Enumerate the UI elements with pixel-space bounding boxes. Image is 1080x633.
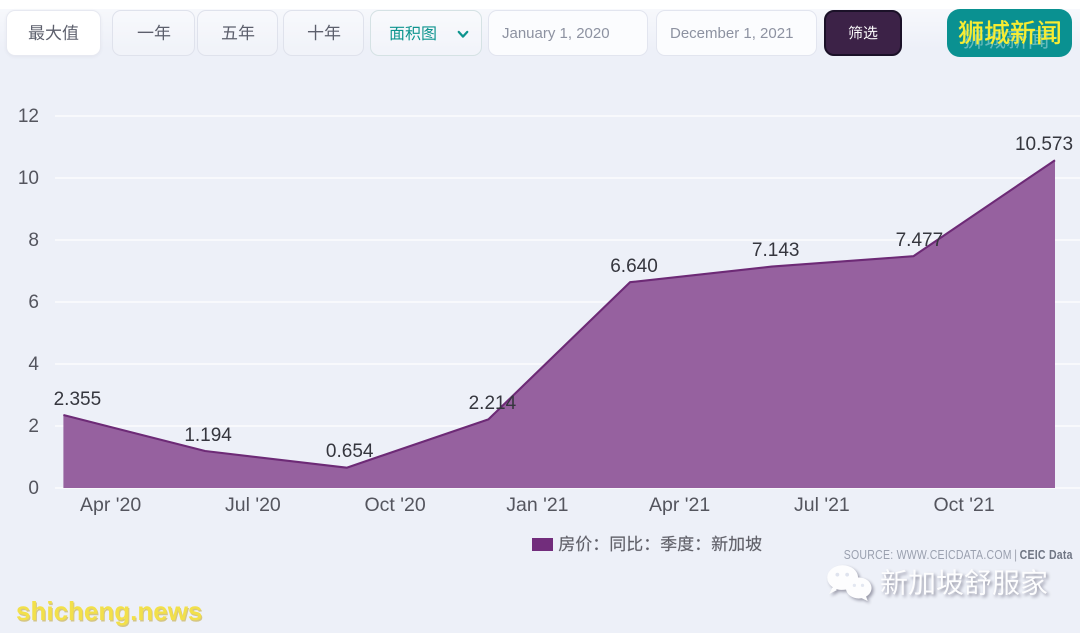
range-button-max-label: 最大值: [28, 24, 79, 42]
y-tick-label: 4: [28, 353, 39, 375]
wechat-watermark: 新加坡舒服家: [826, 564, 1048, 602]
data-label: 7.477: [895, 229, 944, 251]
filter-button[interactable]: 筛选: [824, 10, 902, 56]
legend-swatch: [532, 538, 553, 551]
gridline: [55, 239, 1080, 241]
data-label: 0.654: [325, 441, 374, 463]
y-tick-label: 10: [17, 167, 39, 189]
x-tick-label: Jan '21: [506, 494, 569, 516]
source-text: SOURCE: WWW.CEICDATA.COM: [843, 547, 1013, 562]
gridline: [55, 301, 1080, 303]
y-tick-label: 12: [17, 105, 39, 127]
x-tick-label: Apr '20: [80, 494, 142, 516]
range-button-max[interactable]: 最大值: [6, 10, 101, 56]
source-note: SOURCE: WWW.CEICDATA.COM | CEIC Data: [844, 547, 1073, 562]
chart-type-select-value: 面积图: [389, 25, 437, 42]
y-tick-label: 6: [28, 291, 39, 313]
range-button-1y[interactable]: 一年: [112, 10, 195, 56]
range-button-1y-label: 一年: [137, 24, 171, 42]
site-badge-label: 狮城新闻: [957, 19, 1062, 47]
x-tick-label: Oct '21: [933, 494, 995, 516]
range-button-10y-label: 十年: [307, 24, 341, 42]
filter-button-label: 筛选: [848, 25, 878, 41]
top-white-strip: [0, 0, 1080, 9]
chart-type-select[interactable]: 面积图: [370, 10, 482, 56]
data-label: 10.573: [1014, 133, 1074, 155]
source-brand: CEIC Data: [1019, 547, 1073, 562]
date-to-input[interactable]: December 1, 2021: [656, 10, 817, 56]
gridline: [55, 115, 1080, 117]
range-button-5y[interactable]: 五年: [197, 10, 278, 56]
source-separator: |: [1014, 547, 1018, 562]
data-label: 1.194: [184, 424, 232, 446]
data-label: 2.355: [53, 388, 102, 410]
y-tick-label: 8: [28, 229, 39, 251]
chevron-down-icon: [457, 30, 469, 38]
legend-label: 房价：同比：季度：新加坡: [557, 535, 763, 553]
range-button-10y[interactable]: 十年: [283, 10, 364, 56]
data-label: 6.640: [610, 255, 658, 277]
y-tick-label: 0: [28, 477, 39, 499]
data-label: 7.143: [751, 240, 800, 262]
x-tick-label: Oct '20: [364, 494, 426, 516]
x-tick-label: Jul '20: [225, 494, 281, 516]
shicheng-watermark: shicheng.news: [16, 596, 203, 626]
area-outline: [63, 159, 1056, 469]
x-tick-label: Apr '21: [649, 494, 711, 516]
date-from-input[interactable]: January 1, 2020: [488, 10, 648, 56]
date-to-value: December 1, 2021: [670, 24, 794, 42]
site-badge-ghost-text: 狮城新闻: [962, 28, 1050, 51]
gridline: [55, 177, 1080, 179]
area-fill: [63, 160, 1055, 488]
data-label: 2.214: [468, 392, 517, 414]
wechat-icon: [827, 565, 872, 602]
wechat-watermark-label: 新加坡舒服家: [880, 568, 1048, 598]
date-from-value: January 1, 2020: [502, 24, 610, 42]
legend: 房价：同比：季度：新加坡: [532, 535, 763, 553]
y-tick-label: 2: [28, 415, 39, 437]
range-button-5y-label: 五年: [221, 24, 255, 42]
x-tick-label: Jul '21: [794, 494, 850, 516]
site-badge[interactable]: 狮城新闻 狮城新闻: [947, 9, 1072, 57]
